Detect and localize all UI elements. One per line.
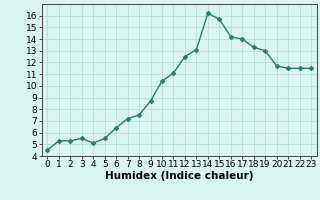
X-axis label: Humidex (Indice chaleur): Humidex (Indice chaleur) (105, 171, 253, 181)
